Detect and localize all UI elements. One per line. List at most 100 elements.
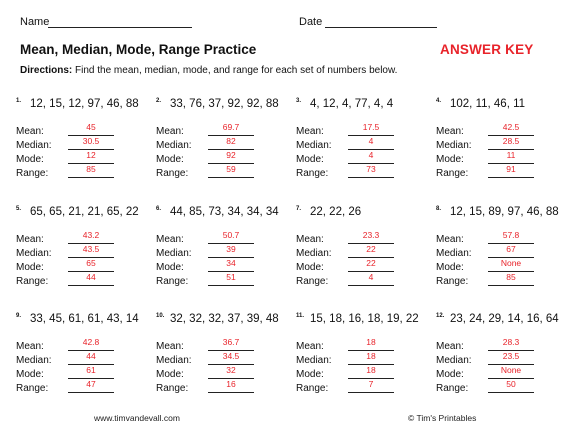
- date-label: Date: [299, 16, 323, 28]
- range-answer[interactable]: 51: [208, 272, 254, 286]
- mean-label: Mean:: [16, 234, 44, 245]
- median-answer[interactable]: 4: [348, 136, 394, 150]
- median-label: Median:: [436, 355, 472, 366]
- mode-answer[interactable]: None: [488, 258, 534, 272]
- range-answer[interactable]: 50: [488, 379, 534, 393]
- median-answer[interactable]: 39: [208, 244, 254, 258]
- median-row: Median: 39: [156, 244, 296, 262]
- mode-label: Mode:: [296, 369, 324, 380]
- mode-answer[interactable]: 34: [208, 258, 254, 272]
- range-answer[interactable]: 44: [68, 272, 114, 286]
- mean-answer[interactable]: 45: [68, 122, 114, 136]
- number-set: 15, 18, 16, 18, 19, 22: [310, 313, 419, 325]
- range-answer[interactable]: 85: [68, 164, 114, 178]
- mean-row: Mean: 42.8: [16, 337, 156, 355]
- mode-answer[interactable]: 4: [348, 150, 394, 164]
- median-label: Median:: [296, 355, 332, 366]
- mode-answer[interactable]: 22: [348, 258, 394, 272]
- range-answer[interactable]: 91: [488, 164, 534, 178]
- mode-row: Mode: 61: [16, 365, 156, 383]
- range-answer[interactable]: 59: [208, 164, 254, 178]
- mode-label: Mode:: [436, 262, 464, 273]
- mean-label: Mean:: [296, 126, 324, 137]
- mean-answer[interactable]: 50.7: [208, 230, 254, 244]
- median-answer[interactable]: 18: [348, 351, 394, 365]
- mean-row: Mean: 69.7: [156, 122, 296, 140]
- range-row: Range: 51: [156, 272, 296, 290]
- mean-label: Mean:: [16, 126, 44, 137]
- mode-answer[interactable]: 32: [208, 365, 254, 379]
- problem-number: 5.: [16, 206, 22, 212]
- median-row: Median: 67: [436, 244, 570, 262]
- median-answer[interactable]: 67: [488, 244, 534, 258]
- mean-answer[interactable]: 23.3: [348, 230, 394, 244]
- mean-answer[interactable]: 42.8: [68, 337, 114, 351]
- range-row: Range: 47: [16, 379, 156, 397]
- number-set: 12, 15, 89, 97, 46, 88: [450, 206, 559, 218]
- mode-label: Mode:: [16, 262, 44, 273]
- mode-answer[interactable]: 61: [68, 365, 114, 379]
- mode-answer[interactable]: None: [488, 365, 534, 379]
- range-answer[interactable]: 85: [488, 272, 534, 286]
- mean-answer[interactable]: 28.3: [488, 337, 534, 351]
- mode-row: Mode: None: [436, 258, 570, 276]
- mean-answer[interactable]: 42.5: [488, 122, 534, 136]
- range-label: Range:: [156, 383, 189, 394]
- mean-label: Mean:: [156, 126, 184, 137]
- range-answer[interactable]: 4: [348, 272, 394, 286]
- mode-answer[interactable]: 92: [208, 150, 254, 164]
- median-row: Median: 82: [156, 136, 296, 154]
- median-answer[interactable]: 34.5: [208, 351, 254, 365]
- median-answer[interactable]: 44: [68, 351, 114, 365]
- mode-label: Mode:: [156, 262, 184, 273]
- footer-copyright: © Tim's Printables: [408, 413, 477, 423]
- mode-answer[interactable]: 11: [488, 150, 534, 164]
- median-label: Median:: [436, 140, 472, 151]
- mean-row: Mean: 43.2: [16, 230, 156, 248]
- name-field[interactable]: [48, 27, 192, 28]
- median-row: Median: 43.5: [16, 244, 156, 262]
- median-row: Median: 18: [296, 351, 436, 369]
- date-field[interactable]: [325, 27, 437, 28]
- mean-row: Mean: 45: [16, 122, 156, 140]
- directions-text: Find the mean, median, mode, and range f…: [72, 65, 398, 76]
- mean-answer[interactable]: 69.7: [208, 122, 254, 136]
- range-answer[interactable]: 16: [208, 379, 254, 393]
- mode-label: Mode:: [296, 262, 324, 273]
- mean-answer[interactable]: 17.5: [348, 122, 394, 136]
- range-label: Range:: [296, 168, 329, 179]
- mode-answer[interactable]: 65: [68, 258, 114, 272]
- median-answer[interactable]: 22: [348, 244, 394, 258]
- mean-answer[interactable]: 43.2: [68, 230, 114, 244]
- problem-number: 1.: [16, 98, 22, 104]
- range-row: Range: 44: [16, 272, 156, 290]
- range-answer[interactable]: 47: [68, 379, 114, 393]
- median-answer[interactable]: 82: [208, 136, 254, 150]
- mean-label: Mean:: [296, 341, 324, 352]
- range-answer[interactable]: 73: [348, 164, 394, 178]
- median-row: Median: 30.5: [16, 136, 156, 154]
- range-answer[interactable]: 7: [348, 379, 394, 393]
- problem-7: 7. 22, 22, 26 Mean: 23.3 Median: 22 Mode: 22 Ran…: [296, 206, 436, 301]
- mean-answer[interactable]: 57.8: [488, 230, 534, 244]
- median-answer[interactable]: 28.5: [488, 136, 534, 150]
- problem-number: 9.: [16, 313, 22, 319]
- range-row: Range: 50: [436, 379, 570, 397]
- problem-1: 1. 12, 15, 12, 97, 46, 88 Mean: 45 Median: 30…: [16, 98, 156, 193]
- mean-answer[interactable]: 18: [348, 337, 394, 351]
- range-label: Range:: [296, 276, 329, 287]
- mode-answer[interactable]: 18: [348, 365, 394, 379]
- mode-label: Mode:: [16, 369, 44, 380]
- mean-answer[interactable]: 36.7: [208, 337, 254, 351]
- mean-row: Mean: 57.8: [436, 230, 570, 248]
- mean-row: Mean: 42.5: [436, 122, 570, 140]
- median-answer[interactable]: 43.5: [68, 244, 114, 258]
- mode-answer[interactable]: 12: [68, 150, 114, 164]
- range-label: Range:: [16, 168, 49, 179]
- problem-number: 11.: [296, 313, 305, 319]
- problem-number: 12.: [436, 313, 445, 319]
- mean-row: Mean: 23.3: [296, 230, 436, 248]
- median-answer[interactable]: 23.5: [488, 351, 534, 365]
- range-row: Range: 73: [296, 164, 436, 182]
- median-answer[interactable]: 30.5: [68, 136, 114, 150]
